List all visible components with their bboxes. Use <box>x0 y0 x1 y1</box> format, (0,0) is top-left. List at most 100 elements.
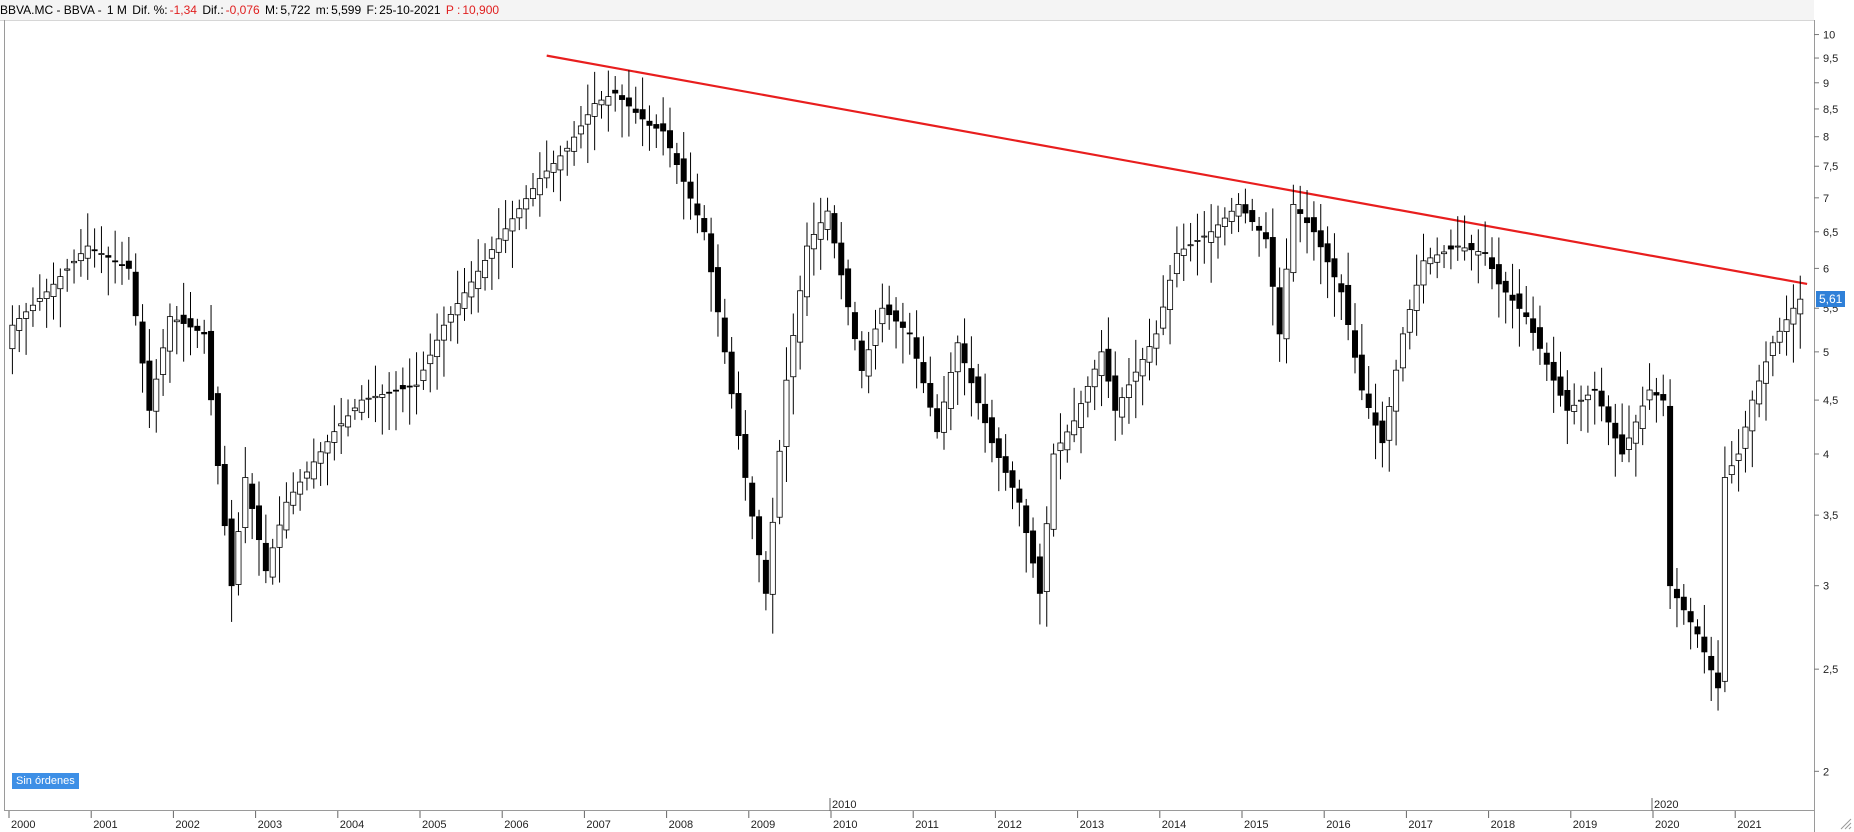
candle-body <box>434 339 441 358</box>
x-tick-label: 2006 <box>504 819 528 831</box>
candle <box>735 371 742 450</box>
candle <box>406 358 413 425</box>
candle-body <box>1646 389 1653 401</box>
candle <box>1502 271 1509 324</box>
candle <box>1420 233 1427 304</box>
candle-body <box>1728 465 1735 476</box>
diff-label: Dif.: <box>202 3 224 17</box>
candle <box>57 268 64 328</box>
candle-body <box>735 393 742 437</box>
candle-body <box>619 95 626 100</box>
candle <box>1167 264 1174 345</box>
candle <box>447 306 454 342</box>
orders-status-badge[interactable]: Sin órdenes <box>12 773 79 789</box>
candle <box>1509 263 1516 329</box>
candle-body <box>1201 235 1208 238</box>
candle-body <box>598 99 605 106</box>
candle-body <box>1331 258 1338 278</box>
candle <box>1447 229 1454 270</box>
candle-body <box>351 407 358 412</box>
candle <box>1543 342 1550 381</box>
candle-body <box>1797 298 1804 315</box>
candle-body <box>776 450 783 518</box>
candle-body <box>1461 247 1468 252</box>
candle-body <box>365 397 372 400</box>
candle <box>1269 208 1276 326</box>
candle-body <box>1495 264 1502 285</box>
candle <box>1057 413 1064 480</box>
x-tick-label: 2014 <box>1162 819 1186 831</box>
candle <box>1626 405 1633 463</box>
candle-body <box>1639 405 1646 429</box>
candle-body <box>153 378 160 412</box>
resize-grip-icon[interactable] <box>1838 816 1852 830</box>
candle <box>783 347 790 482</box>
candle-body <box>1071 420 1078 436</box>
candle <box>1372 383 1379 460</box>
candle <box>1379 401 1386 468</box>
candle-body <box>1653 392 1660 396</box>
x-tick-label: 2015 <box>1244 819 1268 831</box>
candle-body <box>708 233 715 273</box>
candle <box>1564 370 1571 445</box>
candle <box>235 512 242 596</box>
candle-body <box>77 253 84 262</box>
y-tick-label: 2,5 <box>1823 664 1838 676</box>
candle <box>1180 223 1187 281</box>
candle-body <box>1509 294 1516 301</box>
candle <box>392 371 399 431</box>
x-tick-label: 2003 <box>258 819 282 831</box>
candle-body <box>954 342 961 373</box>
candle <box>1591 371 1598 425</box>
candle <box>324 434 331 486</box>
y-tick-label: 6,5 <box>1823 227 1838 239</box>
candle <box>694 173 701 234</box>
candle-body <box>1023 505 1030 534</box>
candle <box>214 386 221 485</box>
candle-body <box>1304 217 1311 224</box>
candle-body <box>228 518 235 587</box>
x-tick-label: 2001 <box>93 819 117 831</box>
candle-body <box>180 314 187 324</box>
candle-body <box>934 408 941 433</box>
candle-body <box>982 403 989 424</box>
candle-body <box>817 222 824 240</box>
candle-body <box>475 270 482 290</box>
candle-body <box>886 304 893 316</box>
price-axis[interactable] <box>1814 20 1854 832</box>
candle <box>1358 324 1365 401</box>
candle-body <box>1721 477 1728 682</box>
candle <box>1708 636 1715 702</box>
candle-body <box>1441 251 1448 255</box>
candle-body <box>968 368 975 384</box>
y-tick-label: 4,5 <box>1823 395 1838 407</box>
candle-body <box>797 290 804 343</box>
candle-body <box>23 311 30 319</box>
resistance-trendline[interactable] <box>546 54 1808 285</box>
candle-body <box>1276 287 1283 335</box>
candle-body <box>1523 312 1530 318</box>
candle-body <box>235 531 242 585</box>
candle-body <box>43 291 50 299</box>
candle <box>98 226 105 274</box>
candle-body <box>317 451 324 464</box>
candle <box>1036 543 1043 625</box>
candle <box>262 514 269 584</box>
candle-body <box>1550 361 1557 381</box>
candle <box>345 399 352 437</box>
candle-body <box>1673 588 1680 599</box>
x-tick-label: 2018 <box>1491 819 1515 831</box>
candle <box>351 398 358 420</box>
candle <box>701 205 708 241</box>
candle-body <box>1050 453 1057 530</box>
candle-body <box>721 317 728 353</box>
candle-body <box>71 260 78 264</box>
candle <box>749 476 756 540</box>
x-tick-label: 2002 <box>175 819 199 831</box>
candle <box>502 200 509 254</box>
candle-body <box>1406 309 1413 333</box>
plot-area[interactable] <box>4 20 1814 811</box>
candle <box>413 352 420 415</box>
candle <box>1441 245 1448 269</box>
y-tick-label: 9,5 <box>1823 53 1838 65</box>
